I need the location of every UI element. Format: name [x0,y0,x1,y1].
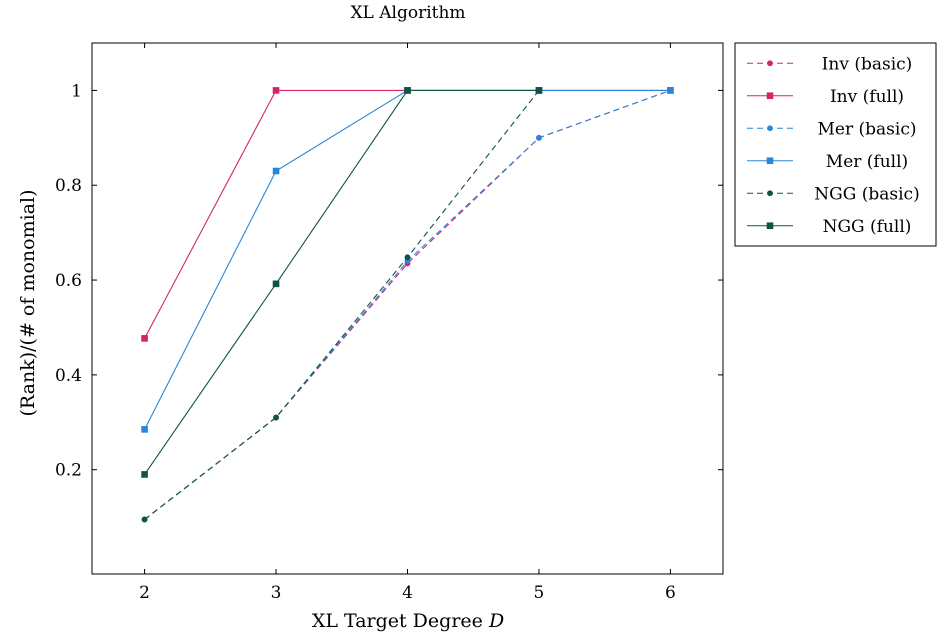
series-line [144,89,539,475]
series-ngg-basic [141,87,542,523]
data-point [141,516,148,523]
series-line [144,89,671,520]
data-point [667,87,674,94]
y-tick-label: 0.8 [55,176,82,196]
legend-box [734,42,937,247]
chart-title: XL Algorithm [350,3,465,23]
x-tick-label: 6 [665,583,676,603]
axes: 2 3 4 5 6 0.2 0.4 0.6 0.8 1 [55,42,724,603]
legend-swatch-marker [766,222,774,230]
legend-label: NGG (full) [823,217,912,237]
x-axis-label: XL Target Degree D [312,610,504,632]
legend-label: Inv (basic) [822,54,913,74]
legend-label: Inv (full) [830,87,904,107]
series-inv-basic [141,87,674,523]
plot-area [141,87,674,523]
x-tick-label: 2 [139,583,150,603]
series-mer-basic [141,87,674,523]
series-ngg-full [141,87,543,478]
data-point [141,471,148,478]
x-tick-label: 3 [271,583,282,603]
data-point [273,414,279,421]
data-point [404,254,411,261]
series-inv-full [141,87,674,342]
data-point [272,167,280,175]
x-axis-label-text: XL Target Degree [312,610,489,632]
x-axis-label-variable: D [488,610,504,632]
data-point [535,87,543,94]
data-point [141,335,148,342]
legend-swatch-marker [767,60,773,67]
legend-swatch-marker [767,125,773,132]
legend: Inv (basic) Inv (full) Mer (basic) Mer (ful… [734,42,937,247]
series-line [144,89,671,339]
legend-label: Mer (basic) [818,119,917,139]
data-point [141,426,148,433]
y-axis-label: (Rank)/(# of monomial) [17,190,39,417]
x-tick-label: 5 [534,583,545,603]
y-tick-label: 1 [71,81,82,101]
data-point [404,87,411,94]
data-point [272,280,280,288]
legend-label: Mer (full) [826,152,908,172]
series-line [144,90,540,520]
y-tick-label: 0.4 [55,366,82,386]
legend-swatch-marker [767,190,773,197]
data-point [536,134,542,141]
legend-swatch-marker [766,157,774,165]
plot-frame [91,42,724,575]
x-tick-label: 4 [402,583,413,603]
y-tick-label: 0.2 [55,461,82,481]
data-point [272,87,280,94]
legend-swatch-marker [766,92,774,100]
y-tick-label: 0.6 [55,271,82,291]
legend-label: NGG (basic) [814,184,919,204]
series-line [144,89,671,520]
